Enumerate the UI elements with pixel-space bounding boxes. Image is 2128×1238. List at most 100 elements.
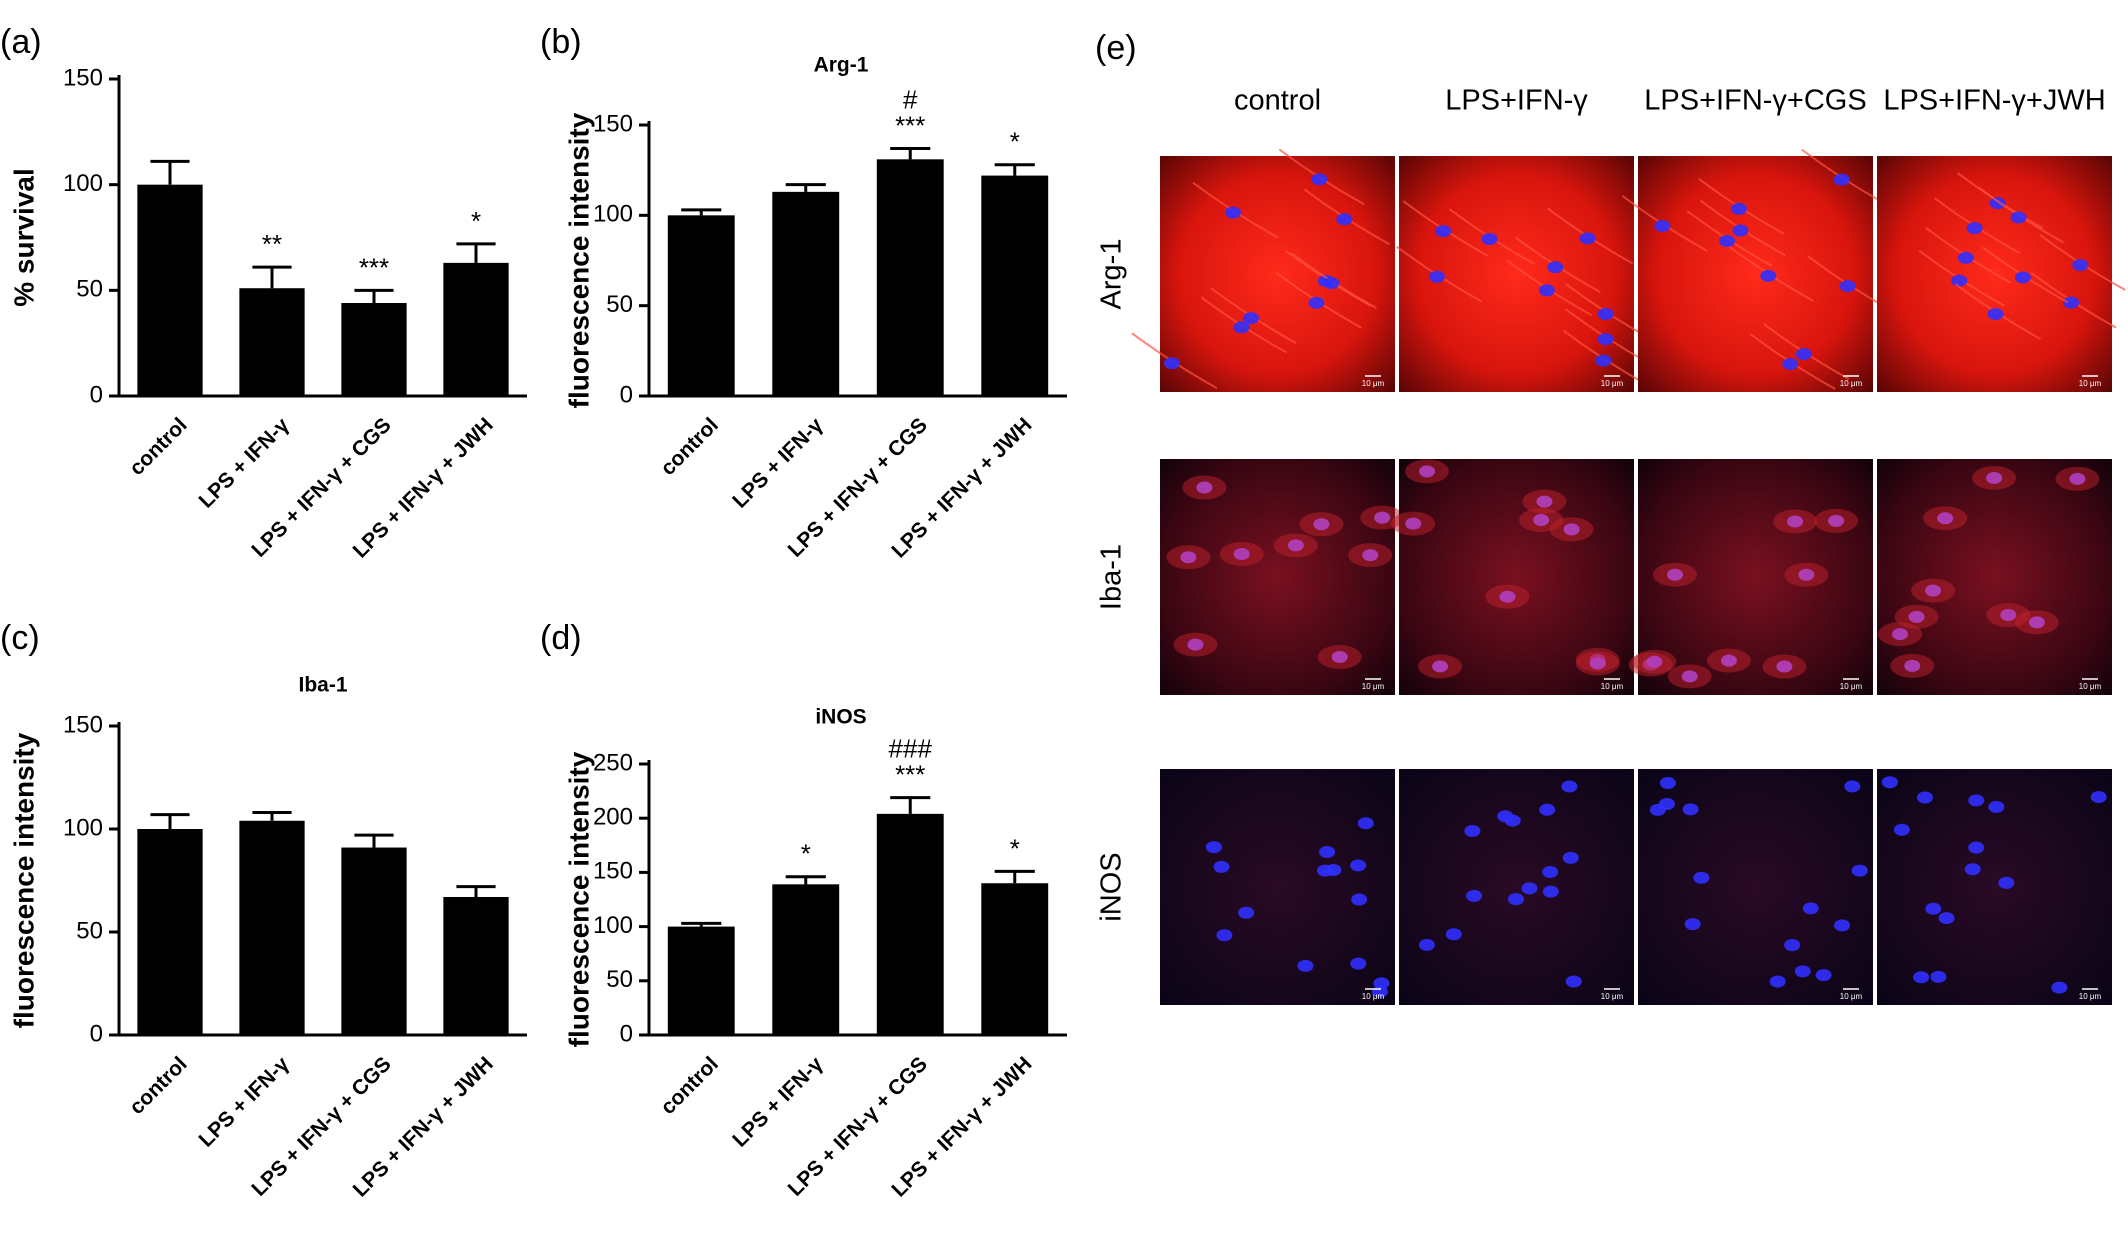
bar: [876, 813, 944, 1035]
nucleus: [1787, 515, 1804, 528]
scale-bar-label: 10 μm: [1362, 379, 1385, 388]
nucleus: [1497, 810, 1514, 823]
panel-label: (e): [1095, 29, 1137, 67]
nucleus: [1986, 471, 2003, 484]
y-tick-label: 50: [76, 276, 103, 303]
y-axis-label: fluorescence intensity: [563, 751, 594, 1047]
micrograph: 10 μm: [1638, 769, 1873, 1005]
row-label: Arg-1: [1096, 239, 1128, 310]
significance-hash: #: [903, 84, 918, 114]
bar: [981, 883, 1049, 1035]
micrograph: 10 μm: [1399, 769, 1634, 1005]
y-tick-label: 100: [593, 201, 633, 228]
bar: [239, 820, 305, 1035]
axes: [117, 722, 527, 1037]
nucleus: [1760, 269, 1777, 282]
nucleus: [1242, 312, 1259, 325]
nucleus: [1533, 514, 1550, 527]
nucleus: [1828, 514, 1845, 527]
nucleus: [1989, 197, 2006, 210]
error-bar: [994, 163, 1035, 176]
y-tick-label: 250: [593, 749, 633, 776]
nucleus: [1782, 357, 1799, 370]
x-tick-label: LPS + IFN-γ: [195, 1052, 294, 1151]
nucleus: [1213, 860, 1230, 873]
y-tick-label: 150: [593, 858, 633, 885]
nucleus: [1595, 354, 1612, 367]
micrograph: 10 μm: [1160, 459, 1405, 695]
nucleus: [2063, 296, 2080, 309]
bar: [341, 847, 407, 1035]
nucleus: [1538, 284, 1555, 297]
nucleus: [1925, 584, 1942, 597]
nucleus: [2010, 211, 2027, 224]
significance: **: [262, 229, 282, 259]
error-bar: [890, 146, 931, 160]
y-tick-label: 0: [620, 381, 633, 408]
nucleus: [1350, 957, 1367, 970]
nucleus: [1336, 213, 1353, 226]
nucleus: [1323, 277, 1340, 290]
column-label: LPS+IFN-γ+CGS: [1644, 85, 1866, 117]
nucleus: [1966, 222, 1983, 235]
nucleus: [1432, 660, 1449, 673]
error-bar: [354, 833, 394, 848]
nucleus: [1180, 551, 1197, 564]
chart-title: Iba-1: [298, 674, 347, 697]
error-bar: [150, 813, 190, 829]
nucleus: [1205, 841, 1222, 854]
nucleus: [1732, 224, 1749, 237]
y-tick-label: 50: [606, 291, 633, 318]
scale-bar-label: 10 μm: [2079, 682, 2102, 691]
nucleus: [1419, 465, 1436, 478]
error-bar: [150, 159, 190, 185]
significance: *: [801, 839, 811, 869]
nucleus: [1684, 918, 1701, 931]
micrograph: 10 μm: [1396, 156, 1652, 392]
y-tick-label: 150: [63, 64, 103, 91]
micrograph: 10 μm: [1131, 148, 1395, 392]
nucleus: [1769, 975, 1786, 988]
nucleus: [2000, 609, 2017, 622]
nucleus: [1362, 549, 1379, 562]
column-label: LPS+IFN-γ: [1445, 85, 1588, 117]
nucleus: [1287, 539, 1304, 552]
nucleus: [1794, 965, 1811, 978]
nucleus: [1579, 232, 1596, 245]
panel-label: (b): [540, 23, 582, 61]
error-bar: [785, 875, 826, 885]
nucleus: [1435, 225, 1452, 238]
nucleus: [1654, 219, 1671, 232]
panel-label: (c): [0, 619, 40, 657]
nucleus: [1357, 817, 1374, 830]
axes: [647, 760, 1067, 1037]
nucleus: [1187, 638, 1204, 651]
significance: *: [1010, 127, 1020, 157]
nucleus: [1925, 902, 1942, 915]
y-tick-label: 100: [593, 912, 633, 939]
micrograph: 10 μm: [1621, 148, 1894, 392]
error-bar: [681, 208, 722, 216]
nucleus: [1561, 780, 1578, 793]
nucleus: [1233, 321, 1250, 334]
micrograph-bg: [1638, 156, 1873, 392]
micrograph: 10 μm: [1877, 459, 2112, 695]
error-bar: [994, 869, 1035, 884]
nucleus: [1730, 202, 1747, 215]
scale-bar-label: 10 μm: [2079, 379, 2102, 388]
nucleus: [1597, 307, 1614, 320]
nucleus: [2014, 271, 2031, 284]
nucleus: [1225, 206, 1242, 219]
scale-bar-label: 10 μm: [1840, 682, 1863, 691]
nucleus: [1720, 654, 1737, 667]
nucleus: [1998, 876, 2015, 889]
nucleus: [1784, 939, 1801, 952]
nucleus: [1331, 651, 1348, 664]
y-axis-label: fluorescence intensity: [8, 732, 39, 1028]
y-tick-label: 100: [63, 814, 103, 841]
nucleus: [1565, 975, 1582, 988]
nucleus: [1834, 919, 1851, 932]
nucleus: [2090, 790, 2107, 803]
y-tick-label: 200: [593, 804, 633, 831]
